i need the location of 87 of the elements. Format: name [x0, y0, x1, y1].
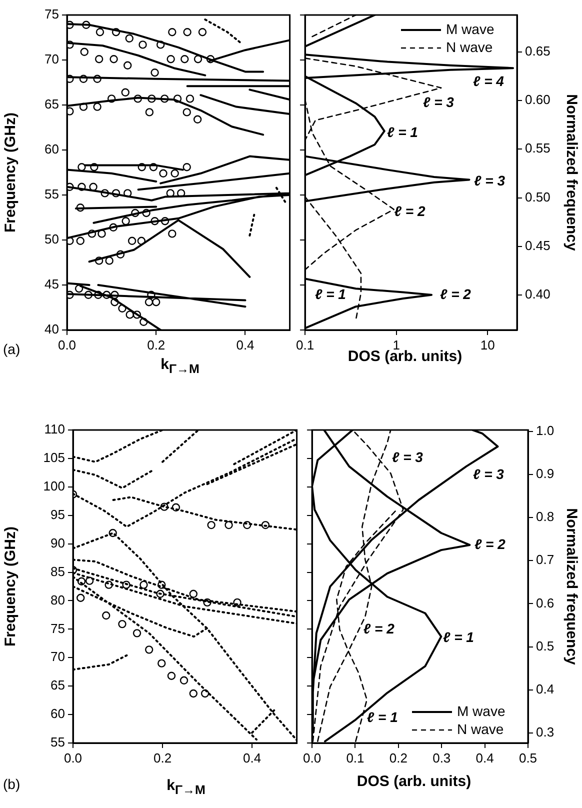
y-tick-label: 40	[44, 322, 59, 337]
point	[224, 520, 233, 530]
point	[76, 594, 85, 602]
text: 0.50	[525, 189, 550, 204]
y-axis-title: Frequency (GHz)	[2, 526, 20, 647]
point	[140, 580, 148, 589]
x-tick-label: 0.1	[346, 750, 364, 766]
x-tick-label: 0.4	[476, 750, 494, 766]
point	[167, 672, 176, 680]
y-tick-label: 65	[50, 678, 65, 693]
x-axis-title: k$_{Γ→M}$	[160, 356, 200, 376]
annotation: ℓ = 1	[386, 124, 418, 140]
text: 0.9	[536, 466, 554, 481]
point	[207, 520, 216, 530]
y-tick-label: 75	[44, 6, 59, 22]
annotation: ℓ = 3	[473, 466, 504, 483]
text: 0.65	[525, 44, 550, 59]
annotation: ℓ = 2	[394, 202, 426, 219]
annotation: ℓ = 1	[366, 708, 398, 725]
y-tick-label: 110	[44, 422, 65, 437]
text: 0.45	[525, 238, 550, 253]
annotation: ℓ = 1	[315, 286, 346, 303]
text: (b)	[3, 776, 20, 793]
x-axis-title: k$_{Γ→M}$	[166, 777, 206, 797]
point	[132, 629, 142, 638]
annotation: ℓ = 3	[474, 172, 506, 188]
legend-label: N wave	[446, 38, 493, 55]
y2-axis-title: Normalized frequency	[562, 508, 580, 666]
text: (a)	[3, 341, 20, 358]
text: 0.55	[525, 140, 550, 156]
text: 0.5	[536, 638, 554, 654]
x-tick-label: 0.4	[243, 750, 262, 766]
y2-axis-title: Normalized frequency	[562, 94, 580, 252]
x-tick-label: 0.4	[236, 337, 254, 352]
annotation: ℓ = 1	[443, 629, 474, 646]
point	[102, 611, 110, 620]
y-tick-label: 60	[44, 142, 59, 157]
y-tick-label: 70	[50, 649, 65, 664]
y-tick-label: 100	[43, 478, 65, 494]
text: 0.60	[525, 92, 550, 108]
point	[158, 659, 166, 668]
y-tick-label: 85	[50, 564, 65, 579]
y-tick-label: 60	[50, 706, 65, 722]
text: 0.40	[525, 286, 550, 302]
text: 0.7	[536, 552, 554, 568]
y-tick-label: 55	[44, 186, 59, 202]
x-tick-label: 0.2	[389, 750, 408, 766]
y-tick-label: 50	[44, 232, 59, 247]
x-tick-label: 0.2	[147, 337, 166, 352]
point	[189, 689, 198, 698]
x-tick-label: 0.0	[64, 750, 82, 766]
x-tick-label: 10	[480, 337, 495, 352]
y-tick-label: 70	[44, 52, 59, 67]
y-tick-label: 75	[50, 620, 65, 636]
y-tick-label: 45	[44, 276, 59, 292]
annotation: ℓ = 2	[440, 286, 471, 303]
y-tick-label: 65	[44, 96, 59, 112]
text: 0.8	[536, 509, 554, 524]
point	[180, 676, 188, 684]
legend-label: N wave	[457, 720, 504, 737]
text: 1.0	[536, 422, 554, 438]
annotation: ℓ = 2	[363, 620, 395, 637]
text: 0.4	[536, 682, 554, 697]
annotation: ℓ = 4	[473, 73, 504, 90]
x-axis-title: DOS (arb. units)	[356, 773, 472, 790]
y-axis-title: Frequency (GHz)	[2, 112, 20, 233]
text: 0.3	[536, 724, 554, 740]
y-tick-label: 90	[50, 535, 65, 550]
point	[189, 590, 198, 598]
y-tick-label: 80	[50, 592, 65, 608]
point	[118, 620, 126, 628]
point	[144, 646, 154, 654]
x-tick-label: 0.1	[296, 337, 314, 352]
legend-label: M wave	[457, 702, 506, 719]
legend-label: M wave	[446, 20, 494, 37]
x-tick-label: 0.0	[58, 337, 76, 352]
text: 0.6	[536, 595, 554, 610]
x-tick-label: 0.3	[432, 750, 451, 766]
y-tick-label: 95	[50, 506, 65, 522]
x-tick-label: 0.5	[518, 750, 538, 766]
annotation: ℓ = 2	[474, 536, 506, 552]
y-tick-label: 105	[43, 450, 65, 466]
x-tick-label: 0.2	[153, 750, 172, 766]
annotation: ℓ = 3	[392, 449, 423, 466]
y-tick-label: 55	[50, 734, 65, 750]
x-tick-label: 0.0	[302, 750, 322, 766]
annotation: ℓ = 3	[423, 94, 454, 111]
